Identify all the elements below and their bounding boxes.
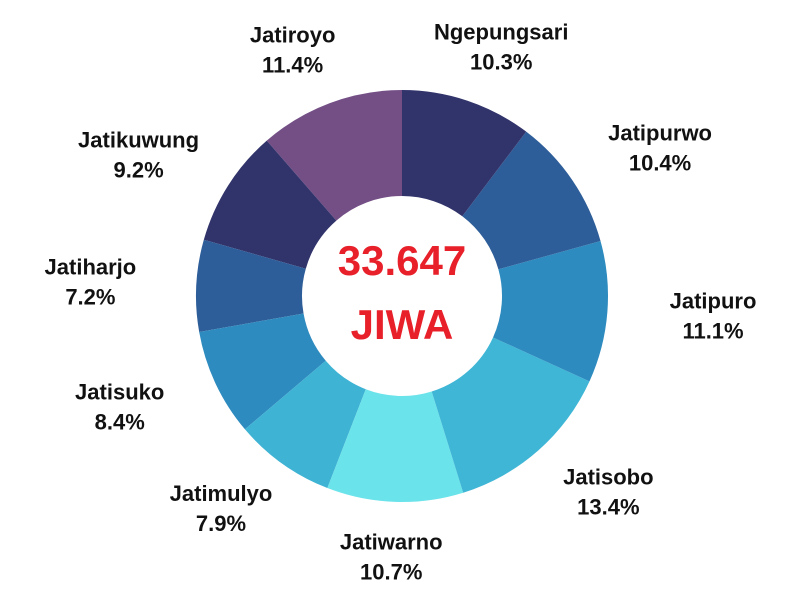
slice-value-label: 7.9% bbox=[196, 511, 246, 536]
slice-value-label: 10.7% bbox=[360, 560, 422, 585]
slice-value-label: 9.2% bbox=[113, 157, 163, 182]
slice-label: Jatimulyo bbox=[170, 481, 273, 506]
slice bbox=[431, 337, 590, 493]
slice-label: Jatisobo bbox=[563, 464, 653, 489]
slice bbox=[493, 241, 608, 382]
slice-label: Jatikuwung bbox=[78, 127, 199, 152]
slice bbox=[327, 389, 464, 502]
slice bbox=[203, 140, 337, 269]
center-value: 33.647 bbox=[338, 237, 466, 284]
slice-label: Ngepungsari bbox=[434, 19, 568, 44]
slice-label: Jatipurwo bbox=[608, 121, 712, 146]
slice bbox=[244, 360, 366, 489]
slice bbox=[199, 313, 326, 430]
slice-value-label: 10.4% bbox=[629, 151, 691, 176]
slice-label: Jatisuko bbox=[75, 379, 164, 404]
slice bbox=[196, 239, 306, 333]
slice-label: Jatipuro bbox=[670, 288, 757, 313]
slice-label: Jatiroyo bbox=[250, 22, 336, 47]
slice-label: Jatiwarno bbox=[340, 530, 443, 555]
slice-value-label: 8.4% bbox=[95, 409, 145, 434]
slice-value-label: 13.4% bbox=[577, 494, 639, 519]
slice-value-label: 7.2% bbox=[65, 285, 115, 310]
center-unit: JIWA bbox=[351, 301, 454, 348]
slice-value-label: 11.4% bbox=[262, 52, 323, 77]
slice-value-label: 11.1% bbox=[682, 318, 743, 343]
slice-value-label: 10.3% bbox=[470, 49, 532, 74]
slice bbox=[462, 131, 601, 270]
slice bbox=[266, 90, 402, 221]
slice bbox=[402, 90, 527, 217]
slice-label: Jatiharjo bbox=[45, 255, 137, 280]
